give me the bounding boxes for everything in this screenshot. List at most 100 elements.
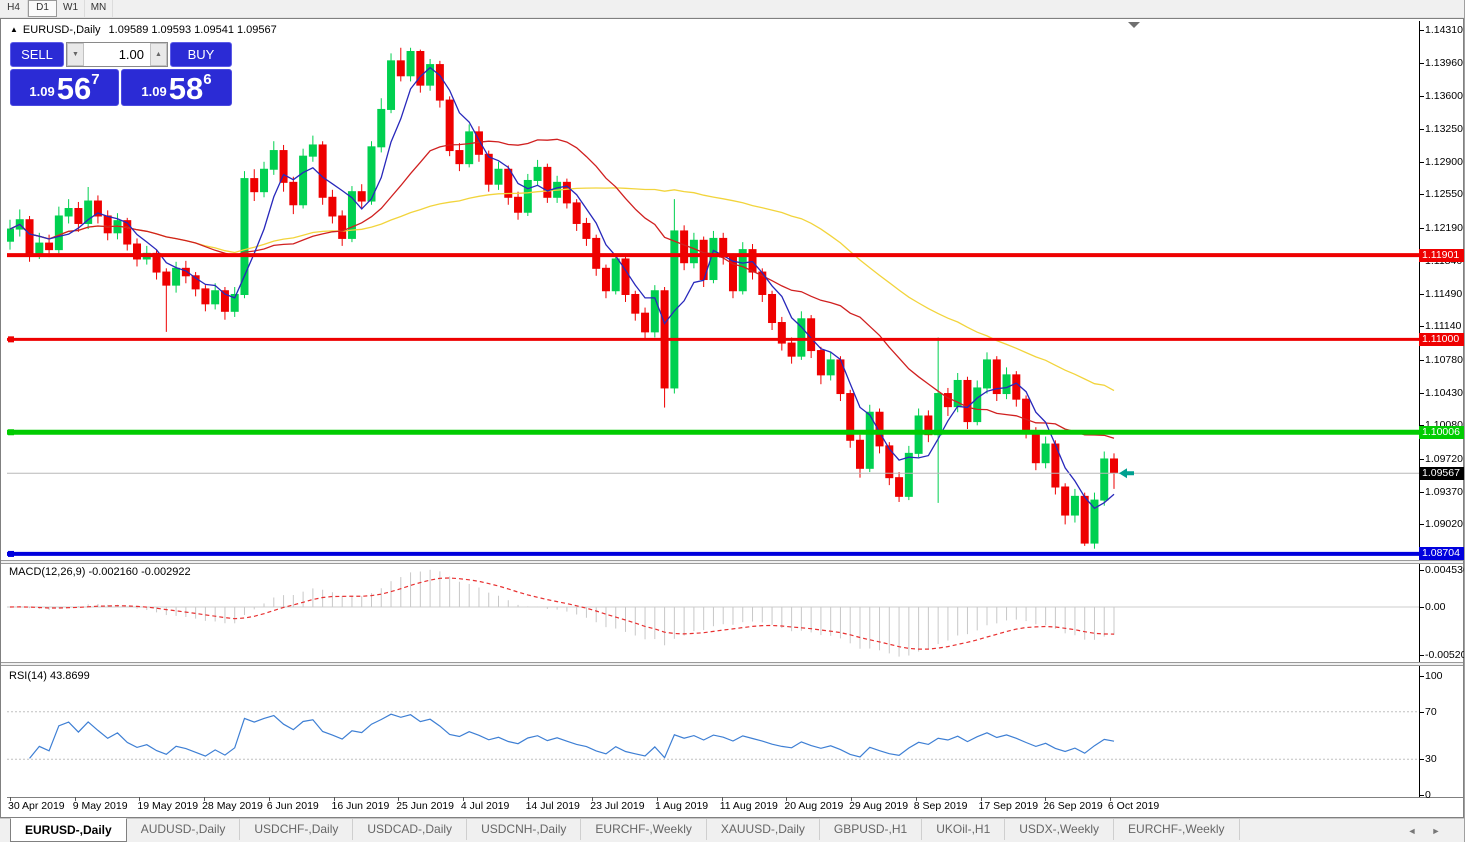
tab-eurchf-weekly[interactable]: EURCHF-,Weekly: [1114, 819, 1240, 840]
price-axis-label: 1.09370: [1425, 485, 1463, 498]
date-label: 23 Jul 2019: [590, 800, 645, 812]
date-label: 28 May 2019: [202, 800, 263, 812]
tab-usdchf-daily[interactable]: USDCHF-,Daily: [240, 819, 354, 840]
macd-tick: [1419, 570, 1424, 571]
price-axis-label: 1.12190: [1425, 222, 1463, 235]
tab-scroll-right-button[interactable]: ►: [1431, 826, 1441, 836]
price-tick: [1419, 96, 1424, 98]
tab-scroll-left-button[interactable]: ◄: [1407, 826, 1417, 836]
price-axis-label: 1.10430: [1425, 386, 1463, 399]
date-label: 14 Jul 2019: [525, 800, 580, 812]
macd-label: MACD(12,26,9) -0.002160 -0.002922: [9, 566, 191, 578]
tab-eurusd-daily[interactable]: EURUSD-,Daily: [10, 818, 127, 842]
tab-ukoil-h1[interactable]: UKOil-,H1: [922, 819, 1006, 840]
price-axis-label: 1.09020: [1425, 518, 1463, 531]
date-tick: [1109, 797, 1111, 801]
sell-price-big: 56: [56, 71, 92, 106]
timeframe-h4[interactable]: H4: [0, 0, 28, 17]
price-tick: [1419, 129, 1424, 131]
macd-axis-label: 0.004536: [1425, 564, 1465, 576]
tab-gbpusd-h1[interactable]: GBPUSD-,H1: [820, 819, 923, 840]
price-tick: [1419, 491, 1424, 493]
price-axis-label: 1.12900: [1425, 155, 1463, 168]
symbol-tab-bar: EURUSD-,Daily AUDUSD-,Daily USDCHF-,Daily U…: [0, 818, 1464, 842]
sell-price-sup: 7: [91, 71, 100, 88]
price-tick: [1419, 194, 1424, 196]
rsi-axis-label: 100: [1425, 670, 1443, 682]
price-axis-label: 1.12550: [1425, 188, 1463, 201]
macd-axis-label: 0.00: [1425, 601, 1446, 613]
macd-tick: [1419, 655, 1424, 656]
buy-price-base: 1.09: [141, 84, 167, 99]
price-tick: [1419, 161, 1424, 163]
date-tick: [786, 797, 788, 801]
rsi-label: RSI(14) 43.8699: [9, 670, 90, 682]
date-label: 30 Apr 2019: [8, 800, 65, 812]
sell-price[interactable]: 1.09 56 7: [10, 69, 119, 106]
date-tick: [721, 797, 723, 801]
macd-canvas[interactable]: [7, 565, 1419, 661]
symbol-marker-icon: ▲: [10, 25, 18, 34]
timeframe-w1[interactable]: W1: [57, 0, 85, 17]
tab-usdcad-daily[interactable]: USDCAD-,Daily: [353, 819, 468, 840]
buy-button[interactable]: BUY: [170, 42, 232, 67]
tab-eurchf-weekly[interactable]: EURCHF-,Weekly: [581, 819, 707, 840]
date-tick: [268, 797, 270, 801]
date-label: 4 Jul 2019: [460, 800, 510, 812]
price-axis-label: 1.13250: [1425, 123, 1463, 136]
price-axis-label: 1.11140: [1425, 320, 1462, 333]
price-tag-1.11901: 1.11901: [1419, 248, 1464, 262]
rsi-tick: [1419, 676, 1424, 677]
price-axis-label: 1.13600: [1425, 90, 1463, 103]
date-label: 20 Aug 2019: [784, 800, 844, 812]
date-label: 11 Aug 2019: [719, 800, 778, 812]
date-tick: [1045, 797, 1047, 801]
panel-divider-rsi[interactable]: [1, 662, 1463, 666]
price-tag-1.09567: 1.09567: [1419, 466, 1464, 480]
macd-tick: [1419, 607, 1424, 608]
sell-button[interactable]: SELL: [10, 42, 64, 67]
price-tick: [1419, 359, 1424, 361]
date-label: 9 May 2019: [72, 800, 128, 812]
price-tick: [1419, 293, 1424, 295]
volume-input[interactable]: [84, 43, 150, 66]
rsi-tick: [1419, 795, 1424, 796]
tab-audusd-daily[interactable]: AUDUSD-,Daily: [127, 819, 241, 840]
date-label: 25 Jun 2019: [396, 800, 454, 812]
date-label: 1 Aug 2019: [655, 800, 709, 812]
date-tick: [915, 797, 917, 801]
date-label: 29 Aug 2019: [849, 800, 909, 812]
volume-decrease-button[interactable]: ▼: [67, 43, 84, 66]
chart-window: [0, 18, 1464, 818]
date-tick: [74, 797, 76, 801]
date-label: 6 Jun 2019: [266, 800, 319, 812]
date-tick: [10, 797, 11, 801]
main-chart-canvas[interactable]: [7, 21, 1419, 560]
price-axis-label: 1.11490: [1425, 287, 1463, 300]
macd-axis-label: -0.005205: [1425, 649, 1464, 661]
rsi-canvas[interactable]: [7, 667, 1419, 797]
buy-price[interactable]: 1.09 58 6: [121, 69, 232, 106]
tab-usdx-weekly[interactable]: USDX-,Weekly: [1005, 819, 1115, 840]
price-tag-1.11000: 1.11000: [1419, 332, 1464, 346]
date-label: 19 May 2019: [137, 800, 199, 812]
date-tick: [139, 797, 141, 801]
price-axis-label: 1.14310: [1425, 24, 1463, 36]
price-tick: [1419, 228, 1424, 230]
chart-symbol-period: EURUSD-,Daily: [22, 24, 101, 36]
timeframe-toolbar: H4 D1 W1 MN: [0, 0, 1464, 18]
timeframe-mn[interactable]: MN: [85, 0, 113, 17]
date-label: 17 Sep 2019: [978, 800, 1039, 812]
tab-xauusd-daily[interactable]: XAUUSD-,Daily: [707, 819, 820, 840]
panel-divider-macd[interactable]: [1, 560, 1463, 564]
timeframe-d1[interactable]: D1: [28, 0, 57, 17]
price-tick: [1419, 524, 1424, 526]
chart-title: ▲ EURUSD-,Daily 1.09589 1.09593 1.09541 1.…: [10, 24, 277, 36]
date-tick: [462, 797, 464, 801]
tab-usdcnh-daily[interactable]: USDCNH-,Daily: [467, 819, 582, 840]
volume-increase-button[interactable]: ▲: [150, 43, 167, 66]
price-tick: [1419, 392, 1424, 394]
price-tick: [1419, 458, 1424, 460]
rsi-axis-label: 30: [1425, 753, 1437, 766]
